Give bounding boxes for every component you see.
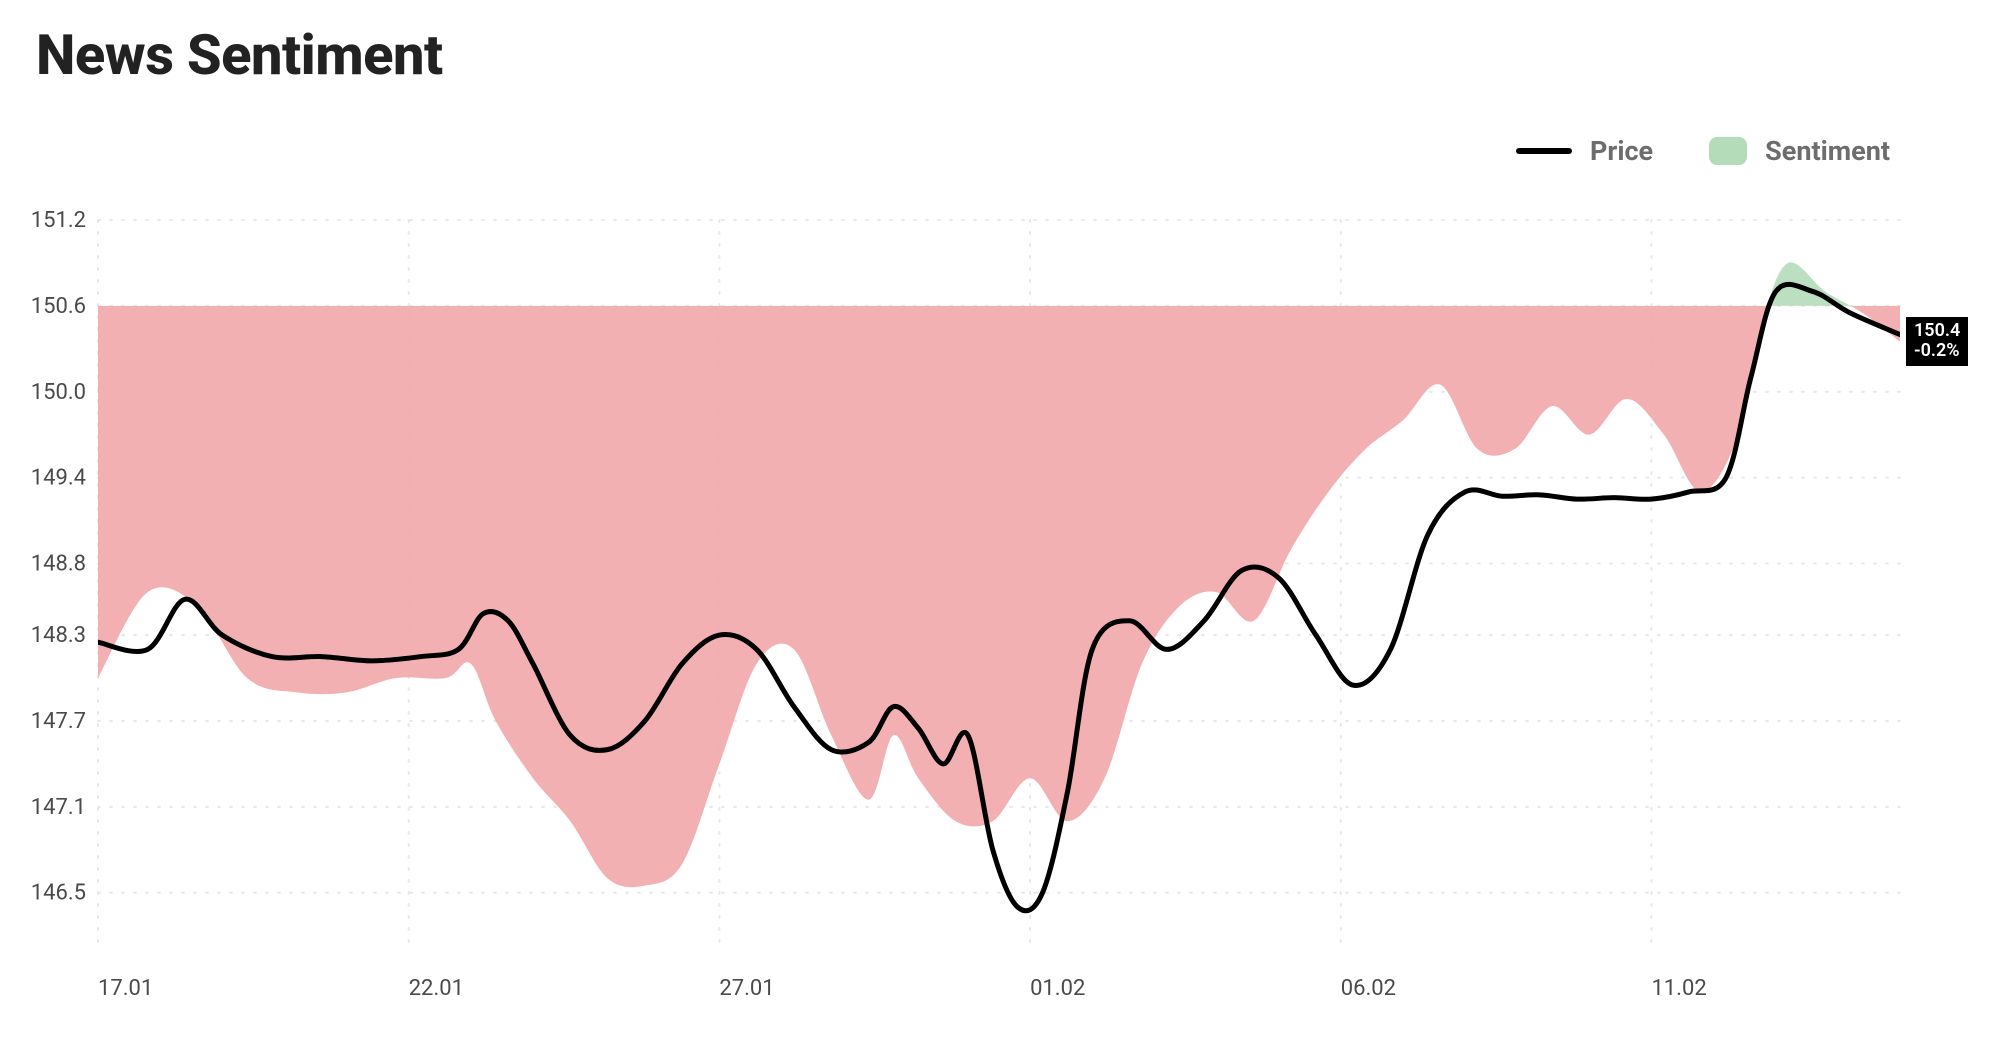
svg-text:148.8: 148.8 (31, 552, 86, 577)
price-tooltip: 150.4 -0.2% (1906, 317, 1968, 366)
svg-text:27.01: 27.01 (719, 976, 774, 1001)
legend-price-swatch (1516, 148, 1572, 154)
svg-text:147.1: 147.1 (31, 795, 86, 820)
chart-svg: 146.5 147.1 147.7 148.3 148.8 149.4 150.0 150.6… (30, 210, 1960, 1020)
svg-text:150.6: 150.6 (31, 294, 86, 319)
svg-text:147.7: 147.7 (31, 709, 86, 734)
svg-text:06.02: 06.02 (1341, 976, 1396, 1001)
svg-text:148.3: 148.3 (31, 623, 86, 648)
svg-text:149.4: 149.4 (31, 466, 86, 491)
legend-sentiment-label: Sentiment (1765, 135, 1890, 167)
legend-sentiment-swatch (1709, 137, 1747, 165)
chart-title: News Sentiment (36, 22, 443, 88)
chart-area: 146.5 147.1 147.7 148.3 148.8 149.4 150.0 150.6… (30, 210, 1960, 1020)
svg-text:01.02: 01.02 (1030, 976, 1085, 1001)
legend-price-label: Price (1590, 135, 1653, 167)
svg-text:150.0: 150.0 (31, 380, 86, 405)
svg-text:146.5: 146.5 (31, 881, 86, 906)
svg-text:11.02: 11.02 (1651, 976, 1706, 1001)
svg-text:22.01: 22.01 (409, 976, 464, 1001)
svg-text:17.01: 17.01 (98, 976, 153, 1001)
legend-item-price: Price (1516, 135, 1653, 167)
legend-item-sentiment: Sentiment (1709, 135, 1890, 167)
legend: Price Sentiment (1516, 135, 1890, 167)
svg-text:151.2: 151.2 (31, 210, 86, 233)
